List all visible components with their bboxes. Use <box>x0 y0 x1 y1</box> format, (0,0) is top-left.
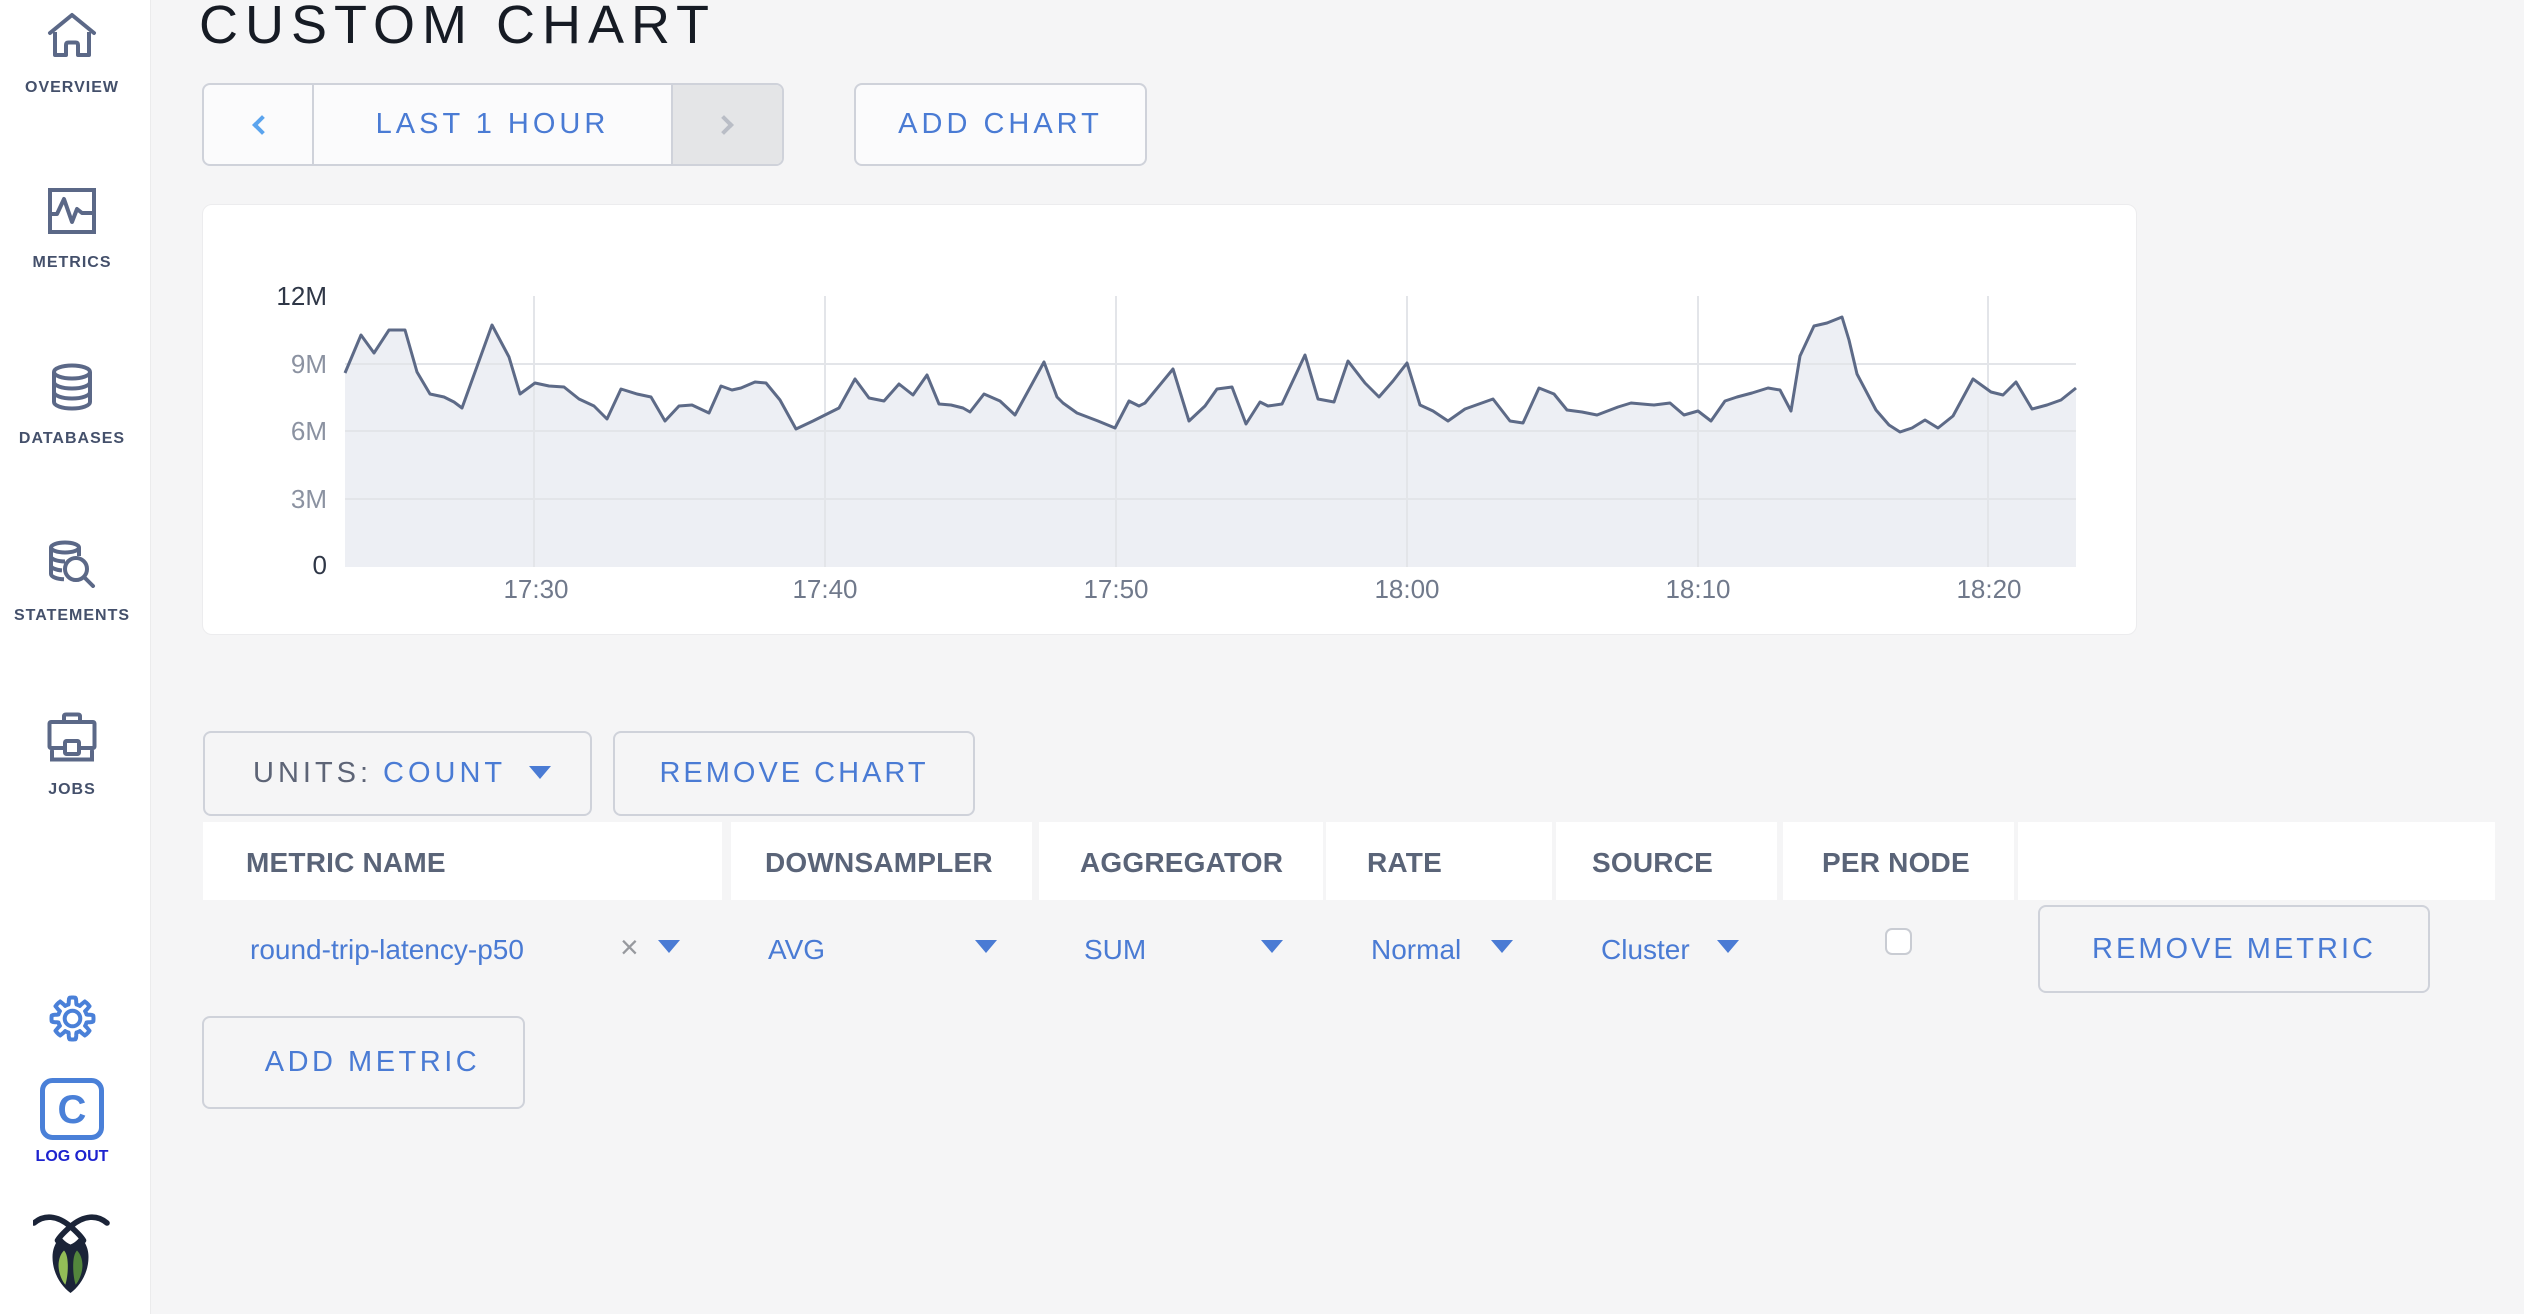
svg-text:18:20: 18:20 <box>1956 574 2021 604</box>
svg-text:C: C <box>58 1088 87 1132</box>
svg-text:17:40: 17:40 <box>792 574 857 604</box>
svg-text:18:00: 18:00 <box>1374 574 1439 604</box>
svg-text:6M: 6M <box>291 416 327 446</box>
svg-text:12M: 12M <box>276 281 327 311</box>
svg-text:0: 0 <box>313 550 327 580</box>
svg-text:17:30: 17:30 <box>503 574 568 604</box>
svg-text:17:50: 17:50 <box>1083 574 1148 604</box>
svg-text:3M: 3M <box>291 484 327 514</box>
svg-text:18:10: 18:10 <box>1665 574 1730 604</box>
svg-text:9M: 9M <box>291 349 327 379</box>
